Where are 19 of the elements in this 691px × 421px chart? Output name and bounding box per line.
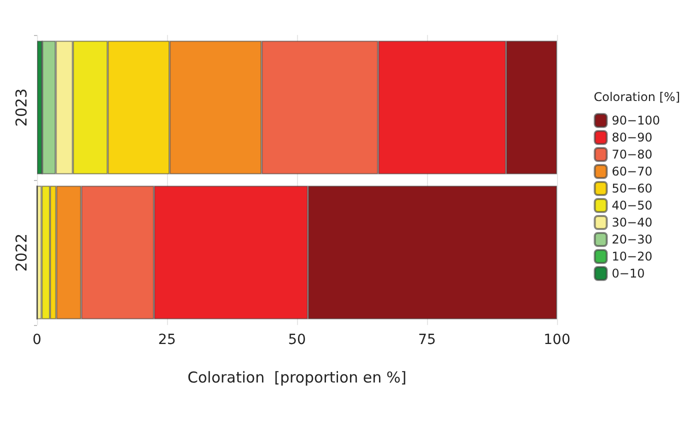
- legend-label: 70−80: [612, 148, 652, 162]
- x-axis-title: Coloration [proportion en %]: [188, 368, 406, 386]
- legend-label: 30−40: [612, 216, 652, 230]
- y-tick-label: 2022: [12, 233, 30, 272]
- legend-label: 0−10: [612, 266, 645, 280]
- legend-title: Coloration [%]: [594, 90, 680, 104]
- legend-label: 90−100: [612, 114, 660, 128]
- legend-label: 40−50: [612, 198, 652, 212]
- x-tick-label: 100: [544, 332, 570, 348]
- x-tick-label: 75: [418, 332, 436, 348]
- x-tick-label: 50: [288, 332, 306, 348]
- legend-label: 10−20: [612, 250, 652, 264]
- x-tick-label: 0: [32, 332, 42, 348]
- legend-label: 20−30: [612, 232, 652, 246]
- legend-label: 50−60: [612, 182, 652, 196]
- x-tick-label: 25: [158, 332, 176, 348]
- legend-label: 60−70: [612, 164, 652, 178]
- legend-label: 80−90: [612, 130, 652, 144]
- y-tick-label: 2023: [12, 88, 30, 127]
